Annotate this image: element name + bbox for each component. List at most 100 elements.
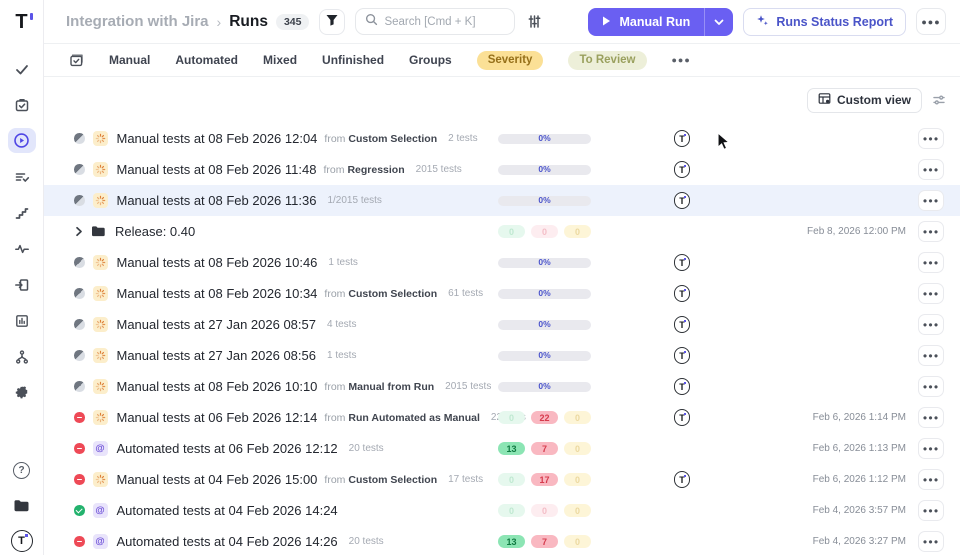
- sidebar-item-milestones[interactable]: [8, 200, 36, 225]
- app-logo[interactable]: T: [0, 0, 43, 44]
- tab-unfinished[interactable]: Unfinished: [322, 53, 385, 67]
- sidebar-item-pulse[interactable]: [8, 236, 36, 261]
- manual-run-caret-button[interactable]: [704, 7, 734, 36]
- row-menu-button[interactable]: ●●●: [918, 190, 944, 211]
- sidebar-item-plans[interactable]: [8, 164, 36, 189]
- run-title[interactable]: Manual tests at 08 Feb 2026 11:48: [116, 162, 317, 177]
- run-row[interactable]: @ Manual tests at 08 Feb 2026 11:36 1/20…: [44, 185, 960, 216]
- row-menu-column: ●●●: [912, 221, 944, 242]
- run-test-count: 1/2015 tests: [327, 195, 382, 206]
- sidebar-item-help[interactable]: ?: [8, 458, 36, 483]
- row-menu-button[interactable]: ●●●: [918, 531, 944, 552]
- run-row[interactable]: @ Automated tests at 04 Feb 2026 14:26 2…: [44, 526, 960, 555]
- run-source: from Custom Selection: [324, 132, 438, 145]
- row-menu-button[interactable]: ●●●: [918, 252, 944, 273]
- run-title[interactable]: Manual tests at 08 Feb 2026 10:46: [116, 255, 318, 270]
- run-row[interactable]: @ Manual tests at 08 Feb 2026 12:04 from…: [44, 123, 960, 154]
- tab-mixed[interactable]: Mixed: [263, 53, 298, 67]
- run-title[interactable]: Automated tests at 04 Feb 2026 14:26: [116, 534, 338, 549]
- sidebar-item-account[interactable]: T: [8, 528, 36, 553]
- run-title[interactable]: Manual tests at 27 Jan 2026 08:56: [116, 348, 316, 363]
- select-all-icon[interactable]: [69, 53, 84, 68]
- sidebar-item-settings[interactable]: [8, 380, 36, 405]
- run-type-icon: @: [92, 193, 108, 208]
- adjustments-icon[interactable]: [527, 14, 542, 29]
- progress-label: 0%: [538, 381, 551, 392]
- row-menu-button[interactable]: ●●●: [918, 283, 944, 304]
- run-row[interactable]: @ Manual tests at 08 Feb 2026 10:10 from…: [44, 371, 960, 402]
- tab-groups[interactable]: Groups: [409, 53, 452, 67]
- run-row[interactable]: @ Manual tests at 08 Feb 2026 11:48 from…: [44, 154, 960, 185]
- row-menu-button[interactable]: ●●●: [918, 128, 944, 149]
- sidebar-item-tests[interactable]: [8, 56, 36, 81]
- row-menu-button[interactable]: ●●●: [918, 469, 944, 490]
- run-title[interactable]: Automated tests at 06 Feb 2026 12:12: [116, 441, 338, 456]
- run-row[interactable]: @ Automated tests at 04 Feb 2026 14:24 0…: [44, 495, 960, 526]
- run-type-icon: @: [92, 131, 108, 146]
- expand-chevron-icon[interactable]: [74, 226, 84, 237]
- run-title[interactable]: Release: 0.40: [115, 224, 196, 239]
- run-row[interactable]: @ Manual tests at 08 Feb 2026 10:34 from…: [44, 278, 960, 309]
- run-row-lead: @ Automated tests at 06 Feb 2026 12:12 2…: [74, 441, 498, 456]
- sidebar-item-analytics[interactable]: [8, 308, 36, 333]
- stat-pill-red: 0: [531, 225, 558, 238]
- row-menu-button[interactable]: ●●●: [918, 438, 944, 459]
- run-row[interactable]: @ Manual tests at 04 Feb 2026 15:00 from…: [44, 464, 960, 495]
- run-row-lead: Release: 0.40: [74, 224, 498, 239]
- stat-pill-green: 0: [498, 225, 525, 238]
- run-status-icon: [74, 443, 85, 454]
- filter-button[interactable]: [319, 8, 346, 35]
- search-box[interactable]: [355, 8, 516, 35]
- run-title[interactable]: Manual tests at 04 Feb 2026 15:00: [116, 472, 318, 487]
- run-row[interactable]: @ Manual tests at 27 Jan 2026 08:57 4 te…: [44, 309, 960, 340]
- tab-automated[interactable]: Automated: [175, 53, 239, 67]
- run-date: Feb 6, 2026 1:13 PM: [812, 443, 906, 454]
- run-title[interactable]: Manual tests at 08 Feb 2026 10:34: [116, 286, 318, 301]
- run-row[interactable]: @ Manual tests at 08 Feb 2026 10:46 1 te…: [44, 247, 960, 278]
- sidebar-item-branches[interactable]: [8, 344, 36, 369]
- run-row[interactable]: @ Automated tests at 06 Feb 2026 12:12 2…: [44, 433, 960, 464]
- run-title[interactable]: Manual tests at 06 Feb 2026 12:14: [116, 410, 318, 425]
- assignee-avatar: T: [673, 347, 691, 364]
- run-title[interactable]: Automated tests at 04 Feb 2026 14:24: [116, 503, 338, 518]
- sidebar-item-runs[interactable]: [7, 128, 36, 153]
- sidebar-item-docs[interactable]: [8, 493, 36, 518]
- run-row[interactable]: @ Manual tests at 27 Jan 2026 08:56 1 te…: [44, 340, 960, 371]
- row-menu-button[interactable]: ●●●: [918, 500, 944, 521]
- run-title[interactable]: Manual tests at 08 Feb 2026 11:36: [116, 193, 317, 208]
- run-date: Feb 6, 2026 1:14 PM: [812, 412, 906, 423]
- stat-pill-yellow: 0: [564, 442, 591, 455]
- search-input[interactable]: [384, 15, 506, 28]
- run-row[interactable]: @ Manual tests at 06 Feb 2026 12:14 from…: [44, 402, 960, 433]
- row-menu-button[interactable]: ●●●: [918, 407, 944, 428]
- custom-view-button[interactable]: Custom view: [806, 87, 922, 113]
- run-row-lead: @ Automated tests at 04 Feb 2026 14:26 2…: [74, 534, 498, 549]
- run-title[interactable]: Manual tests at 27 Jan 2026 08:57: [116, 317, 316, 332]
- row-menu-column: ●●●: [912, 469, 944, 490]
- row-menu-button[interactable]: ●●●: [918, 159, 944, 180]
- run-title[interactable]: Manual tests at 08 Feb 2026 12:04: [116, 131, 318, 146]
- tab-manual[interactable]: Manual: [109, 53, 151, 67]
- sidebar-item-import[interactable]: [8, 272, 36, 297]
- runs-status-report-button[interactable]: Runs Status Report: [743, 7, 906, 36]
- row-menu-button[interactable]: ●●●: [918, 376, 944, 397]
- view-settings-icon[interactable]: [932, 93, 946, 107]
- tab-severity[interactable]: Severity: [476, 50, 544, 70]
- tab-to-review[interactable]: To Review: [568, 50, 647, 70]
- run-row-lead: @ Manual tests at 08 Feb 2026 11:48 from…: [74, 162, 498, 177]
- row-menu-column: ●●●: [912, 407, 944, 428]
- row-menu-button[interactable]: ●●●: [918, 314, 944, 335]
- manual-run-button[interactable]: Manual Run: [588, 7, 705, 36]
- run-type-icon: @: [92, 317, 108, 332]
- header-more-button[interactable]: ●●●: [916, 8, 946, 35]
- row-menu-button[interactable]: ●●●: [918, 221, 944, 242]
- row-menu-button[interactable]: ●●●: [918, 345, 944, 366]
- row-menu-column: ●●●: [912, 190, 944, 211]
- tabs-more-button[interactable]: ●●●: [671, 55, 691, 65]
- breadcrumb-project[interactable]: Integration with Jira: [66, 13, 209, 30]
- stat-pill-green: 13: [498, 535, 525, 548]
- run-title[interactable]: Manual tests at 08 Feb 2026 10:10: [116, 379, 318, 394]
- sidebar-item-suites[interactable]: [8, 92, 36, 117]
